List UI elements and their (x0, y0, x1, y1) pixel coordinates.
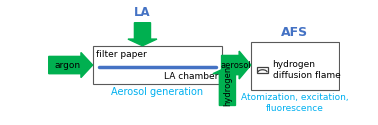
Text: hydrogen
diffusion flame: hydrogen diffusion flame (273, 60, 340, 80)
FancyBboxPatch shape (251, 42, 339, 90)
FancyBboxPatch shape (257, 68, 268, 73)
FancyArrow shape (222, 51, 251, 79)
Text: filter paper: filter paper (96, 50, 146, 59)
Text: argon: argon (55, 60, 81, 70)
FancyArrow shape (128, 23, 157, 46)
Text: Aerosol generation: Aerosol generation (111, 87, 203, 97)
Text: LA: LA (134, 6, 151, 19)
Text: AFS: AFS (281, 26, 308, 39)
FancyBboxPatch shape (93, 46, 222, 84)
Text: aerosol: aerosol (221, 60, 252, 70)
Text: Atomization, excitation,
fluorescence: Atomization, excitation, fluorescence (241, 93, 349, 113)
Text: hydrogen: hydrogen (223, 66, 232, 106)
FancyArrow shape (213, 67, 242, 106)
FancyArrow shape (49, 52, 93, 78)
Text: LA chamber: LA chamber (164, 72, 218, 81)
